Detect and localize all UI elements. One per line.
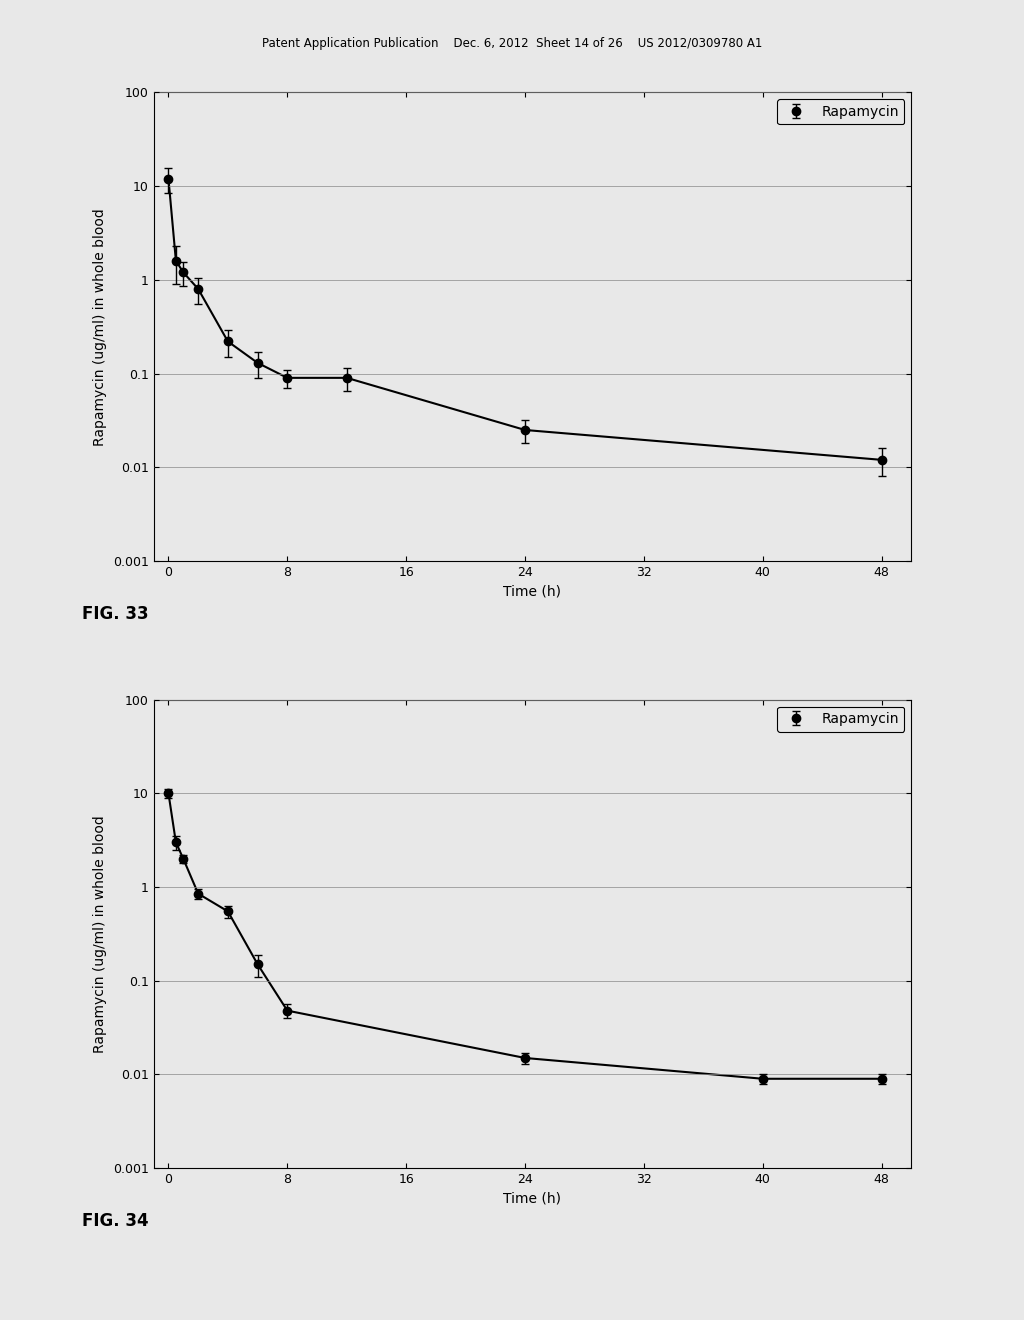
- Text: Patent Application Publication    Dec. 6, 2012  Sheet 14 of 26    US 2012/030978: Patent Application Publication Dec. 6, 2…: [262, 37, 762, 50]
- Text: FIG. 34: FIG. 34: [82, 1212, 148, 1230]
- Text: FIG. 33: FIG. 33: [82, 605, 148, 623]
- X-axis label: Time (h): Time (h): [504, 585, 561, 598]
- Y-axis label: Rapamycin (ug/ml) in whole blood: Rapamycin (ug/ml) in whole blood: [93, 207, 108, 446]
- Legend: Rapamycin: Rapamycin: [777, 99, 904, 124]
- Legend: Rapamycin: Rapamycin: [777, 706, 904, 731]
- X-axis label: Time (h): Time (h): [504, 1192, 561, 1205]
- Y-axis label: Rapamycin (ug/ml) in whole blood: Rapamycin (ug/ml) in whole blood: [93, 814, 108, 1053]
